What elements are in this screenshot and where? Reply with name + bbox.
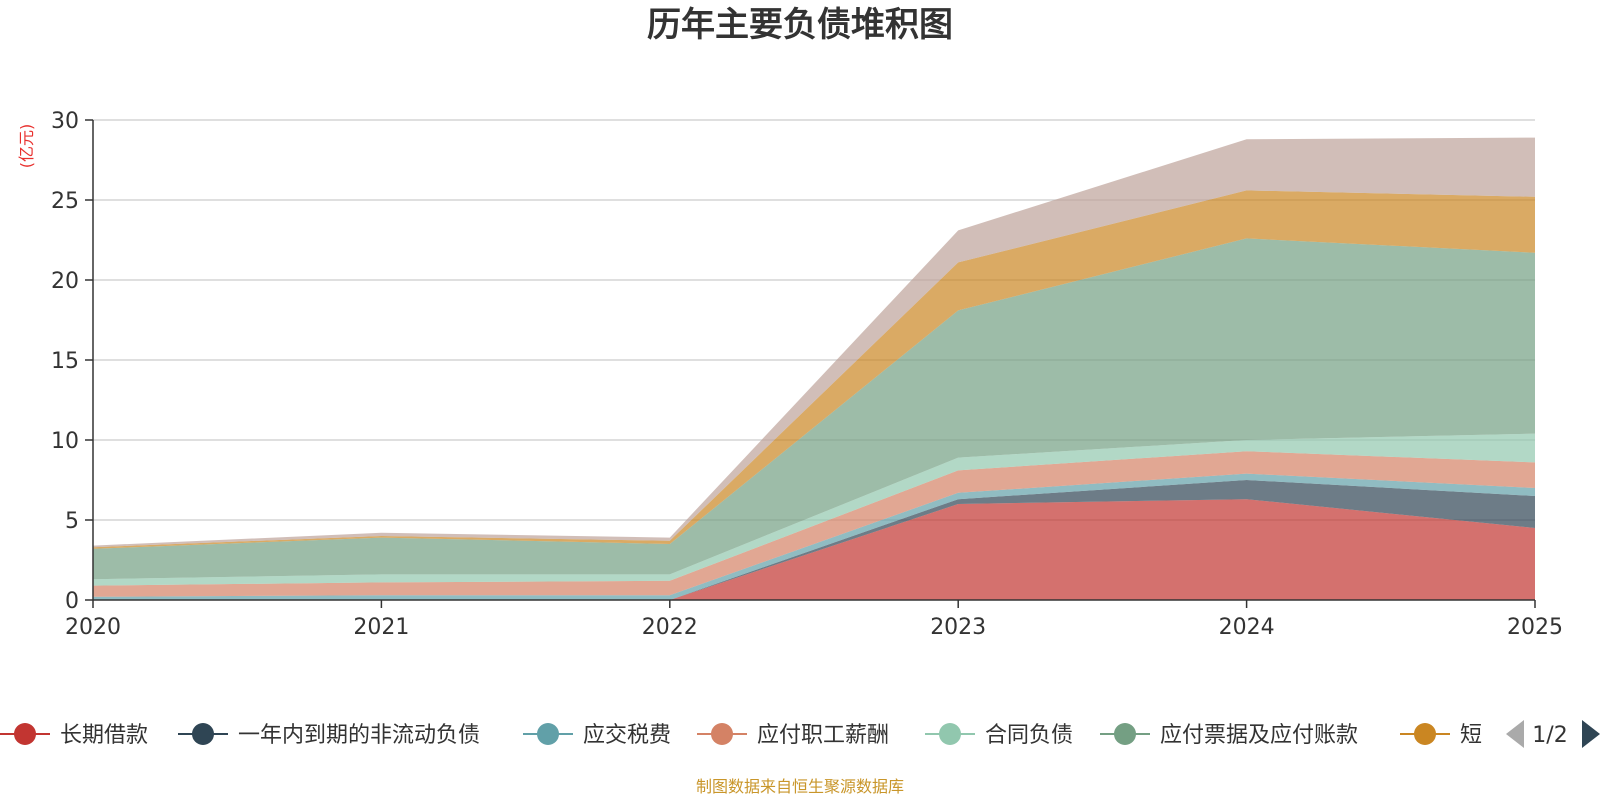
legend-item-label: 短 — [1460, 723, 1482, 748]
y-tick-label: 10 — [51, 429, 79, 454]
y-tick-label: 15 — [51, 349, 79, 374]
legend: 长期借款 一年内到期的非流动负债 应交税费 应付职工薪酬 合同负债 应付票据及应付账款 短 — [0, 723, 1482, 748]
area-series-7 — [93, 137, 1535, 548]
legend-marker — [14, 723, 36, 745]
y-tick-label: 0 — [65, 589, 79, 614]
area-series-0 — [93, 499, 1535, 600]
legend-marker — [939, 723, 961, 745]
legend-item-label: 合同负债 — [985, 723, 1073, 748]
legend-marker — [537, 723, 559, 745]
x-tick-label: 2022 — [642, 615, 698, 640]
legend-marker — [711, 723, 733, 745]
area-series-2 — [93, 473, 1535, 600]
legend-prev-icon[interactable] — [1506, 720, 1524, 748]
y-tick-label: 25 — [51, 189, 79, 214]
y-tick-label: 20 — [51, 269, 79, 294]
area-series-6 — [93, 190, 1535, 549]
legend-item-label: 应付票据及应付账款 — [1160, 723, 1358, 748]
y-axis-label: (亿元) — [17, 124, 36, 169]
legend-pager: 1/2 — [1506, 720, 1600, 748]
x-tick-label: 2024 — [1219, 615, 1275, 640]
y-tick-label: 30 — [51, 109, 79, 134]
area-series-3 — [93, 451, 1535, 597]
legend-item-label: 应交税费 — [583, 723, 671, 748]
x-tick-label: 2021 — [353, 615, 409, 640]
legend-next-icon[interactable] — [1582, 720, 1600, 748]
stacked-areas — [93, 137, 1535, 600]
legend-page-indicator: 1/2 — [1532, 723, 1567, 748]
axes — [85, 119, 1536, 608]
legend-item-label: 一年内到期的非流动负债 — [238, 723, 480, 748]
x-tick-label: 2025 — [1507, 615, 1563, 640]
y-tick-label: 5 — [65, 509, 79, 534]
legend-marker — [192, 723, 214, 745]
legend-marker — [1114, 723, 1136, 745]
legend-item-label: 长期借款 — [60, 723, 148, 748]
chart-title: 历年主要负债堆积图 — [647, 5, 953, 45]
area-series-1 — [93, 480, 1535, 600]
area-series-4 — [93, 433, 1535, 586]
x-tick-label: 2023 — [930, 615, 986, 640]
legend-item-label: 应付职工薪酬 — [757, 723, 889, 748]
data-source-note: 制图数据来自恒生聚源数据库 — [696, 777, 904, 796]
x-tick-label: 2020 — [65, 615, 121, 640]
area-series-5 — [93, 238, 1535, 580]
legend-marker — [1414, 723, 1436, 745]
